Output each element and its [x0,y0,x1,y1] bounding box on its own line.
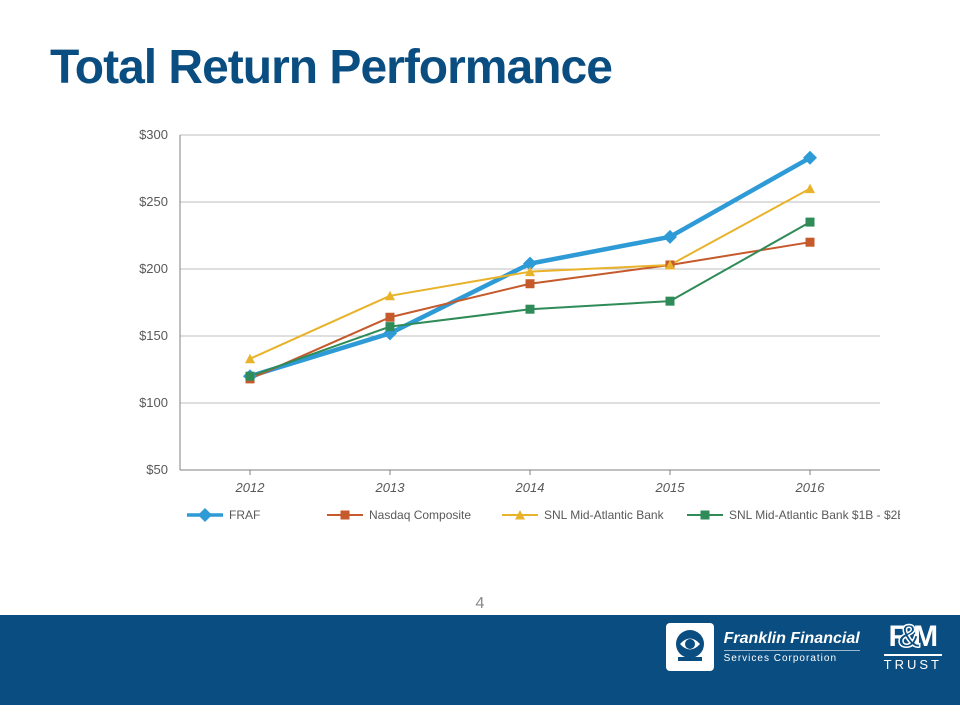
svg-text:$200: $200 [139,261,168,276]
franklin-line2: Services Corporation [724,650,860,664]
franklin-text: Franklin Financial Services Corporation [724,630,860,664]
svg-text:$100: $100 [139,395,168,410]
svg-text:Nasdaq Composite: Nasdaq Composite [369,508,471,522]
chart-container: $50 $100 $150 $200 $250 $300 2012 2013 2014 2015 2… [100,125,900,565]
page-title: Total Return Performance [50,40,612,95]
svg-text:SNL Mid-Atlantic Bank $1B - $2: SNL Mid-Atlantic Bank $1B - $2B [729,508,900,522]
svg-text:$50: $50 [146,462,168,477]
svg-text:2015: 2015 [655,480,686,495]
svg-text:$250: $250 [139,194,168,209]
fm-trust-logo: F M & TRUST [884,622,942,672]
footer-logos: Franklin Financial Services Corporation … [666,622,942,672]
svg-text:2014: 2014 [515,480,545,495]
svg-text:2013: 2013 [375,480,406,495]
line-chart: $50 $100 $150 $200 $250 $300 2012 2013 2014 2015 2… [100,125,900,565]
slide: Total Return Performance $50 $100 $150 $200… [0,0,960,720]
page-number: 4 [0,595,960,613]
ampersand-icon: & [898,620,920,652]
title-text: Total Return Performance [50,41,612,94]
svg-text:FRAF: FRAF [229,508,260,522]
franklin-line1: Franklin Financial [724,630,860,648]
svg-text:SNL Mid-Atlantic Bank: SNL Mid-Atlantic Bank [544,508,665,522]
franklin-icon [666,623,714,671]
svg-text:2012: 2012 [235,480,266,495]
svg-text:$150: $150 [139,328,168,343]
fm-bottom: TRUST [884,654,942,672]
svg-text:$300: $300 [139,127,168,142]
fm-top: F M & [884,622,942,652]
franklin-financial-logo: Franklin Financial Services Corporation [666,623,860,671]
svg-text:2016: 2016 [795,480,826,495]
